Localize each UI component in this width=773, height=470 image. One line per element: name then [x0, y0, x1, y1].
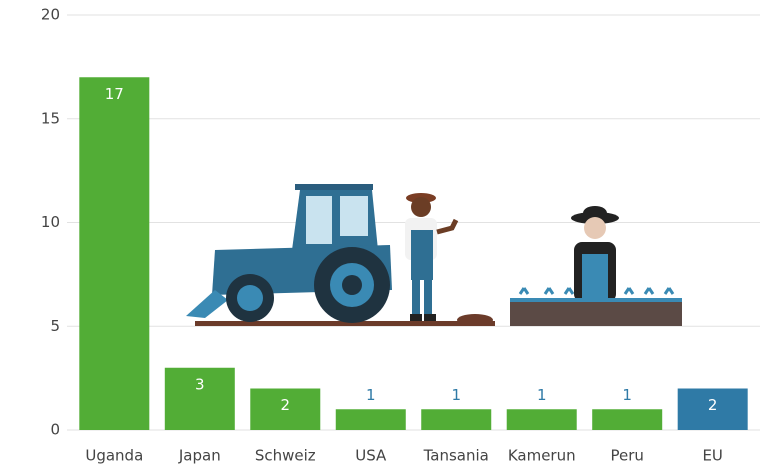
- tractor-illustration: [186, 184, 495, 326]
- bar: [421, 409, 492, 430]
- value-label: 1: [537, 386, 547, 404]
- x-tick-label: Tansania: [423, 447, 489, 465]
- y-tick-label: 15: [41, 109, 60, 127]
- bar: [79, 77, 150, 430]
- value-label: 2: [281, 396, 291, 414]
- axes: 0 5 10 15 20 Uganda Japan Schweiz USA Tansania Kam…: [41, 6, 760, 465]
- x-tick-label: USA: [355, 447, 387, 465]
- bar: [335, 409, 406, 430]
- y-tick-label: 20: [41, 6, 60, 24]
- y-tick-label: 0: [50, 421, 60, 439]
- bar: [677, 388, 748, 430]
- value-label: 2: [708, 396, 718, 414]
- x-tick-label: Uganda: [85, 447, 143, 465]
- bar: [592, 409, 663, 430]
- y-tick-label: 10: [41, 213, 60, 231]
- value-label: 1: [451, 386, 461, 404]
- x-tick-label: Kamerun: [508, 447, 576, 465]
- value-label: 1: [366, 386, 376, 404]
- x-tick-label: Schweiz: [255, 447, 316, 465]
- planting-illustration: [510, 206, 682, 326]
- value-label: 17: [105, 85, 124, 103]
- farmer-illustration: [405, 193, 459, 321]
- y-tick-label: 5: [50, 317, 60, 335]
- bar: [506, 409, 577, 430]
- bars: 17 3 2 1 1 1 1 2: [79, 77, 748, 430]
- value-label: 1: [622, 386, 632, 404]
- bar: [164, 367, 235, 430]
- x-tick-label: Japan: [178, 447, 221, 465]
- value-label: 3: [195, 375, 205, 393]
- x-tick-label: EU: [702, 447, 722, 465]
- x-tick-label: Peru: [610, 447, 643, 465]
- bar: [250, 388, 321, 430]
